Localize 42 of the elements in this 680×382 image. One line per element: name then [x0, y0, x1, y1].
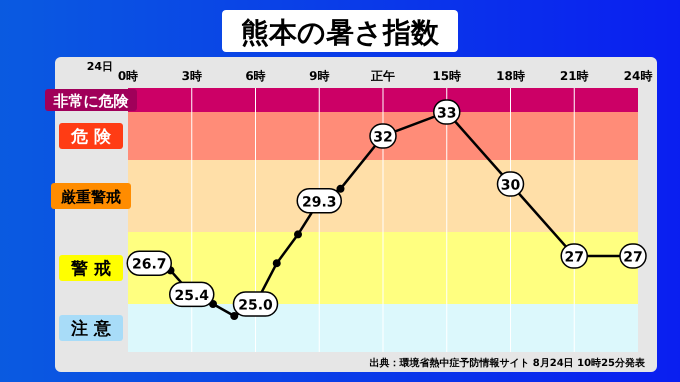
chart-title: 熊本の暑さ指数: [241, 16, 440, 49]
band-label: 非常に危険: [45, 89, 137, 111]
data-label: 33: [437, 106, 456, 122]
data-label: 25.4: [174, 288, 210, 304]
band-label: 厳重警戒: [51, 183, 131, 209]
title: 熊本の暑さ指数: [222, 10, 458, 52]
point: [272, 259, 281, 268]
value-label: 25.0: [232, 291, 278, 317]
x-tick-label: 正午: [370, 69, 395, 83]
band-label: 危 険: [70, 127, 112, 147]
data-label: 30: [500, 178, 520, 194]
text: 24日: [86, 60, 113, 73]
data-label: 25.0: [238, 298, 274, 314]
value-label: 26.7: [126, 250, 172, 276]
band-label: 注 意: [70, 319, 112, 339]
band-label: 非常に危険: [52, 92, 130, 110]
x-tick-label: 15時: [432, 69, 462, 83]
source-note: 出典：環境省熱中症予防情報サイト 8月24日 10時25分発表: [369, 357, 646, 369]
band-label: 警 戒: [70, 259, 111, 279]
point: [294, 230, 302, 238]
data-label: 32: [373, 130, 393, 146]
data-label: 26.7: [132, 256, 167, 273]
point: [336, 184, 344, 193]
x-tick-label: 9時: [309, 69, 330, 83]
data-label: 27: [623, 250, 643, 266]
band-label: 厳重警戒: [60, 188, 121, 206]
x-tick-label: 21時: [560, 69, 589, 83]
value-label: 27: [560, 243, 588, 269]
point: [230, 312, 238, 320]
band-label: 危 険: [59, 123, 123, 149]
x-tick-label: 24時: [624, 69, 652, 83]
data-label: 29.3: [302, 194, 337, 210]
band-label: 警 戒: [59, 255, 123, 281]
data-label: 27: [564, 250, 584, 266]
x-tick-label: 0時: [118, 69, 138, 83]
x-tick-label: 18時: [496, 69, 525, 83]
value-label: 33: [433, 99, 460, 125]
value-label: 29.3: [296, 188, 342, 214]
x-tick-label: 3時: [182, 69, 202, 83]
x-tick-label: 6時: [245, 69, 266, 83]
band-label: 注 意: [59, 315, 123, 341]
value-label: 25.4: [169, 282, 214, 308]
